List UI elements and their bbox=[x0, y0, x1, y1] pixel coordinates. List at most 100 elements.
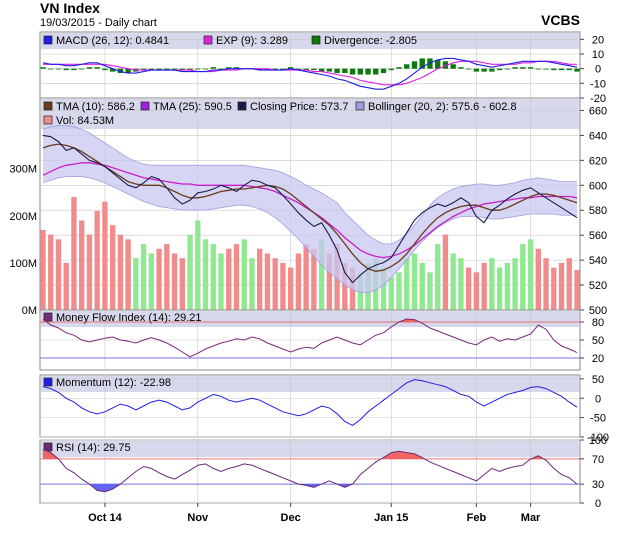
divergence-bar bbox=[48, 68, 54, 70]
volume-bar bbox=[520, 244, 526, 310]
volume-bar bbox=[257, 248, 263, 310]
volume-bar bbox=[504, 262, 511, 310]
rsi-line bbox=[42, 448, 578, 493]
macd-legend-swatch bbox=[203, 35, 213, 45]
volume-bar bbox=[187, 234, 193, 310]
mfi-tick-label: 50 bbox=[592, 335, 604, 347]
divergence-bar bbox=[318, 68, 325, 72]
divergence-bar bbox=[40, 67, 46, 69]
volume-bar bbox=[94, 211, 100, 310]
price-tick-label: 500 bbox=[589, 305, 607, 317]
volume-bar bbox=[179, 258, 185, 310]
divergence-bar bbox=[226, 67, 232, 69]
divergence-bar bbox=[396, 67, 402, 69]
price-legend-label: TMA (10): 586.2 bbox=[56, 101, 135, 113]
divergence-bar bbox=[365, 68, 371, 75]
x-tick-label: Nov bbox=[187, 512, 209, 524]
divergence-bar bbox=[442, 61, 449, 69]
divergence-bar bbox=[411, 61, 418, 69]
mfi-line bbox=[42, 318, 578, 358]
macd-tick-label: -20 bbox=[590, 93, 606, 105]
divergence-bar bbox=[94, 67, 100, 69]
volume-bar bbox=[86, 234, 93, 310]
divergence-bar bbox=[481, 68, 487, 72]
x-tick-label: Dec bbox=[281, 512, 301, 524]
divergence-bar bbox=[326, 68, 333, 72]
volume-bar bbox=[512, 258, 518, 310]
divergence-bar bbox=[388, 68, 394, 71]
volume-bar bbox=[303, 244, 309, 310]
macd-tick-label: 20 bbox=[592, 34, 604, 46]
divergence-bar bbox=[504, 68, 511, 70]
rsi-tick-label: 100 bbox=[589, 435, 607, 447]
volume-bar bbox=[574, 269, 580, 310]
divergence-bar bbox=[311, 68, 317, 71]
divergence-bar bbox=[496, 68, 503, 71]
chart-title: VN Index bbox=[40, 0, 100, 16]
divergence-bar bbox=[86, 67, 93, 69]
bollinger-lower-line bbox=[42, 176, 577, 293]
divergence-bar bbox=[195, 68, 201, 70]
divergence-bar bbox=[527, 67, 534, 69]
price-tick-label: 660 bbox=[589, 105, 607, 117]
price-legend-label: Closing Price: 573.7 bbox=[250, 101, 348, 113]
volume-bar bbox=[465, 267, 472, 310]
macd-tick-label: 10 bbox=[592, 49, 604, 61]
volume-bar bbox=[226, 248, 232, 310]
volume-bar bbox=[156, 248, 162, 310]
divergence-bar bbox=[357, 68, 363, 75]
momentum-legend-swatch bbox=[43, 377, 53, 387]
momentum-legend-label: Momentum (12): -22.98 bbox=[56, 377, 171, 389]
divergence-bar bbox=[512, 67, 518, 69]
price-tick-label: 600 bbox=[589, 180, 607, 192]
volume-bar bbox=[241, 239, 247, 310]
volume-bar bbox=[342, 262, 348, 310]
volume-bar bbox=[125, 239, 131, 310]
divergence-bar bbox=[257, 68, 263, 71]
volume-bar bbox=[458, 258, 464, 310]
volume-bar bbox=[148, 253, 155, 310]
divergence-bar bbox=[458, 67, 464, 69]
divergence-bar bbox=[202, 68, 209, 70]
volume-bar bbox=[551, 267, 557, 310]
rsi-tick-label: 70 bbox=[592, 454, 604, 466]
volume-bar bbox=[287, 267, 294, 310]
volume-bar bbox=[133, 258, 139, 310]
divergence-bar bbox=[473, 68, 480, 72]
price-legend-swatch bbox=[237, 101, 247, 111]
divergence-bar bbox=[435, 59, 441, 69]
volume-bar bbox=[543, 258, 549, 310]
volume-bar bbox=[48, 234, 54, 310]
volume-tick-label: 300M bbox=[9, 164, 37, 176]
rsi-tick-label: 30 bbox=[592, 479, 604, 491]
x-tick-label: Jan 15 bbox=[374, 512, 408, 524]
divergence-bar bbox=[272, 68, 278, 70]
macd-legend-label: MACD (26, 12): 0.4841 bbox=[56, 35, 169, 47]
divergence-bar bbox=[427, 58, 433, 69]
volume-bar bbox=[473, 272, 480, 310]
divergence-bar bbox=[349, 68, 356, 75]
volume-bar bbox=[411, 253, 418, 310]
volume-bar bbox=[404, 258, 410, 310]
divergence-bar bbox=[79, 68, 85, 70]
mfi-legend-bar bbox=[41, 311, 579, 327]
volume-bar bbox=[442, 234, 449, 310]
volume-bar bbox=[535, 248, 541, 310]
divergence-bar bbox=[295, 68, 302, 70]
volume-bar bbox=[496, 267, 503, 310]
volume-bar bbox=[264, 253, 271, 310]
divergence-bar bbox=[187, 68, 193, 71]
volume-bar bbox=[435, 244, 441, 310]
volume-bar bbox=[171, 253, 178, 310]
x-tick-label: Oct 14 bbox=[88, 512, 123, 524]
bollinger-upper-line bbox=[42, 125, 577, 245]
divergence-bar bbox=[218, 68, 224, 70]
divergence-bar bbox=[280, 68, 286, 70]
mfi-tick-label: 80 bbox=[592, 317, 604, 329]
mfi-legend-swatch bbox=[43, 312, 53, 322]
divergence-bar bbox=[117, 68, 124, 74]
divergence-bar bbox=[574, 68, 580, 72]
macd-tick-label: 0 bbox=[595, 64, 601, 76]
mfi-legend-label: Money Flow Index (14): 29.21 bbox=[56, 312, 202, 324]
divergence-bar bbox=[489, 68, 495, 72]
